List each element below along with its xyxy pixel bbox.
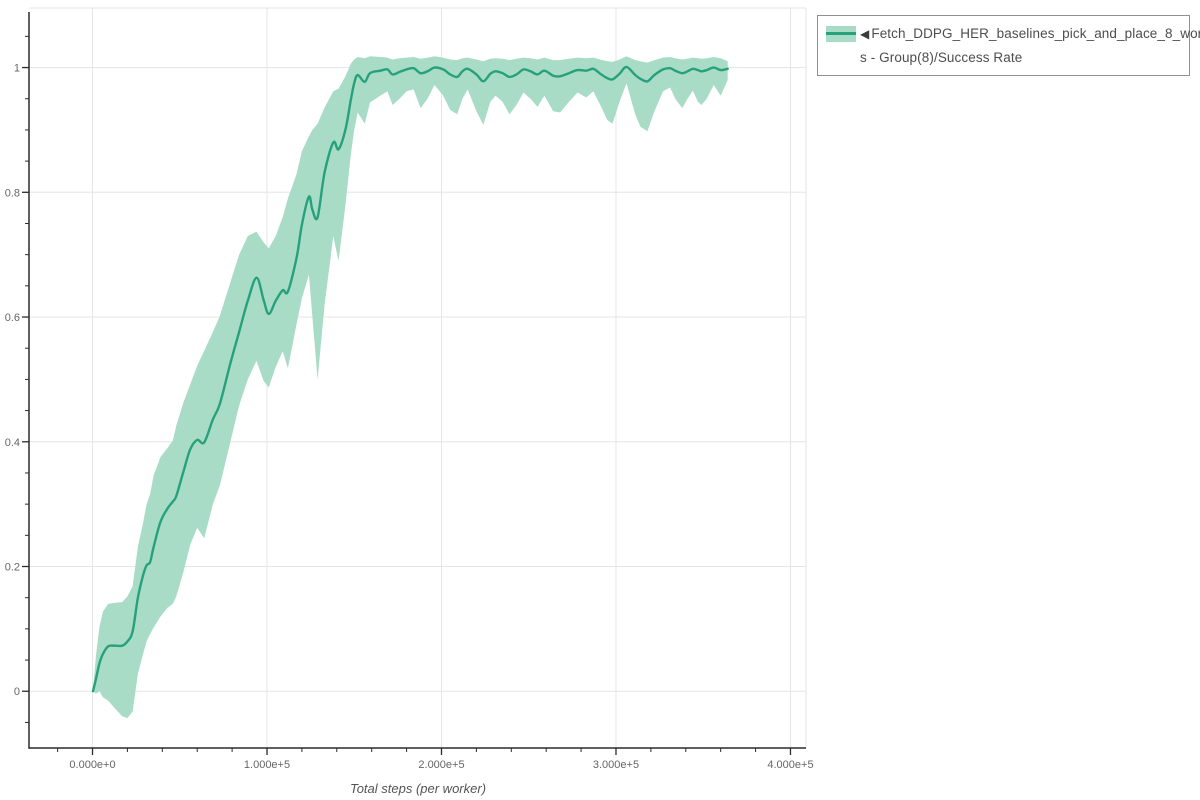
x-tick-label: 2.000e+5 (418, 759, 464, 771)
series-swatch-icon (826, 26, 856, 42)
legend-label-line1: Fetch_DDPG_HER_baselines_pick_and_place_… (871, 26, 1200, 41)
axes (28, 12, 806, 749)
y-tick-label: 1 (14, 63, 20, 75)
gridlines (29, 7, 807, 748)
tick-labels: 0.000e+0 1.000e+5 2.000e+5 3.000e+5 4.000e+5… (5, 63, 814, 771)
x-axis-title: Total steps (per worker) (349, 781, 487, 796)
y-tick-label: 0.2 (5, 562, 20, 574)
y-tick-label: 0.6 (5, 312, 20, 324)
legend-line-1: ◀ Fetch_DDPG_HER_baselines_pick_and_place… (860, 26, 1200, 41)
mean-line (91, 65, 729, 693)
legend-box: ◀ Fetch_DDPG_HER_baselines_pick_and_place… (817, 15, 1200, 76)
legend-label: ◀ Fetch_DDPG_HER_baselines_pick_and_place… (860, 22, 1200, 69)
y-tick-label: 0 (14, 686, 20, 698)
x-tick-label: 4.000e+5 (767, 759, 813, 771)
x-tick-label: 0.000e+0 (69, 759, 115, 771)
y-tick-label: 0.8 (5, 187, 20, 199)
tick-marks (22, 35, 792, 755)
plot-area[interactable] (29, 8, 806, 748)
left-triangle-icon: ◀ (860, 27, 870, 41)
x-tick-label: 1.000e+5 (244, 759, 290, 771)
confidence-band (93, 56, 728, 719)
line-swatch (826, 32, 856, 35)
x-tick-label: 3.000e+5 (593, 759, 639, 771)
legend-item-success-rate[interactable]: ◀ Fetch_DDPG_HER_baselines_pick_and_place… (826, 22, 1200, 69)
legend-label-line2: s - Group(8)/Success Rate (860, 50, 1023, 65)
y-tick-label: 0.4 (5, 437, 20, 449)
